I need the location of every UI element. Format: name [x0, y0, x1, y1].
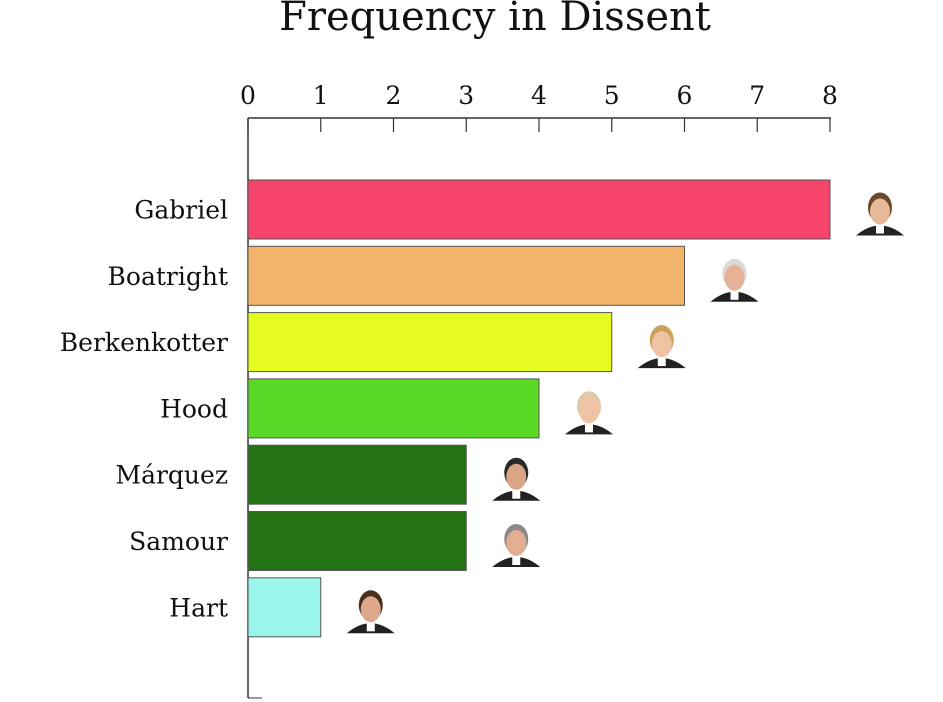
x-tick-label: 8 [822, 81, 838, 110]
category-labels: Gabriel Boatright Berkenkotter Hood Márquez S… [60, 196, 228, 623]
category-label: Berkenkotter [60, 328, 228, 357]
bar [247, 179, 831, 240]
x-tick-label: 3 [458, 81, 474, 110]
bar [247, 245, 685, 306]
portrait-face [870, 198, 890, 225]
portrait-icon [565, 391, 613, 435]
portrait-face [360, 596, 381, 623]
portrait-icon [856, 192, 904, 236]
portrait-collar [876, 221, 884, 234]
bar [247, 511, 467, 571]
portraits [346, 192, 904, 634]
category-label: Hood [160, 394, 228, 423]
portrait-collar [512, 553, 521, 565]
x-tick-label: 5 [604, 81, 620, 110]
portrait-icon [492, 457, 541, 501]
x-tick-label: 2 [386, 81, 402, 110]
portrait-face [724, 264, 745, 291]
portrait-collar [730, 287, 739, 300]
portrait-face [651, 331, 672, 358]
portrait-collar [585, 420, 593, 433]
category-label: Samour [129, 527, 228, 556]
category-label: Márquez [115, 461, 228, 490]
portrait-icon [492, 524, 541, 567]
category-label: Hart [169, 593, 228, 622]
bar [247, 378, 540, 439]
bar [247, 312, 613, 373]
portrait-icon [710, 258, 759, 302]
x-tick-label: 7 [749, 81, 765, 110]
portrait-collar [366, 619, 375, 632]
category-label: Gabriel [134, 196, 228, 225]
chart-title: Frequency in Dissent [279, 0, 711, 40]
bar [247, 577, 322, 638]
portrait-collar [657, 354, 666, 367]
x-tick-label: 6 [677, 81, 693, 110]
x-tick-label: 0 [240, 81, 256, 110]
x-tick-label: 1 [313, 81, 329, 110]
portrait-collar [512, 486, 521, 499]
portrait-icon [637, 325, 686, 369]
portrait-face [579, 397, 599, 424]
portrait-face [506, 463, 527, 490]
x-tick-label: 4 [531, 81, 547, 110]
portrait-face [506, 530, 527, 556]
bars [247, 179, 831, 638]
category-label: Boatright [108, 262, 228, 291]
bar [247, 444, 467, 505]
portrait-icon [346, 590, 395, 634]
